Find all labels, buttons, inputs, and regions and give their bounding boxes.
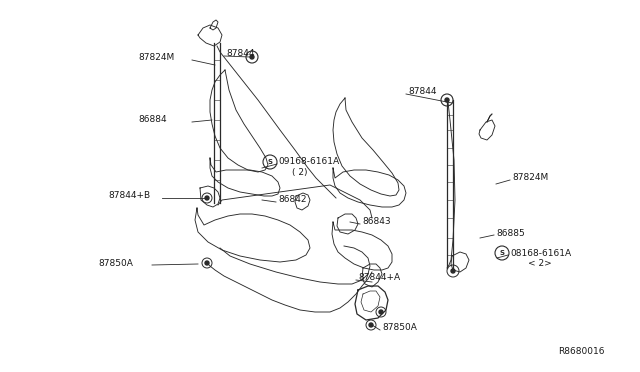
Text: 08168-6161A: 08168-6161A	[510, 248, 571, 257]
Text: 87850A: 87850A	[98, 259, 133, 267]
Text: 86884: 86884	[138, 115, 166, 125]
Text: ( 2): ( 2)	[292, 169, 307, 177]
Text: S: S	[268, 159, 273, 165]
Text: < 2>: < 2>	[528, 260, 552, 269]
Text: 86885: 86885	[496, 228, 525, 237]
Text: 86843: 86843	[362, 218, 390, 227]
Circle shape	[205, 196, 209, 200]
Text: 87824M: 87824M	[512, 173, 548, 183]
Text: 09168-6161A: 09168-6161A	[278, 157, 339, 167]
Circle shape	[445, 98, 449, 102]
Circle shape	[250, 55, 254, 59]
Text: 86842: 86842	[278, 196, 307, 205]
Text: 87844+B: 87844+B	[108, 192, 150, 201]
Text: 87844: 87844	[408, 87, 436, 96]
Circle shape	[451, 269, 455, 273]
Circle shape	[369, 323, 373, 327]
Text: R8680016: R8680016	[558, 347, 605, 356]
Text: 87844+A: 87844+A	[358, 273, 400, 282]
Text: 87844: 87844	[226, 48, 255, 58]
Circle shape	[205, 261, 209, 265]
Text: 87824M: 87824M	[138, 52, 174, 61]
Text: 87850A: 87850A	[382, 324, 417, 333]
Circle shape	[379, 310, 383, 314]
Text: S: S	[499, 250, 504, 256]
